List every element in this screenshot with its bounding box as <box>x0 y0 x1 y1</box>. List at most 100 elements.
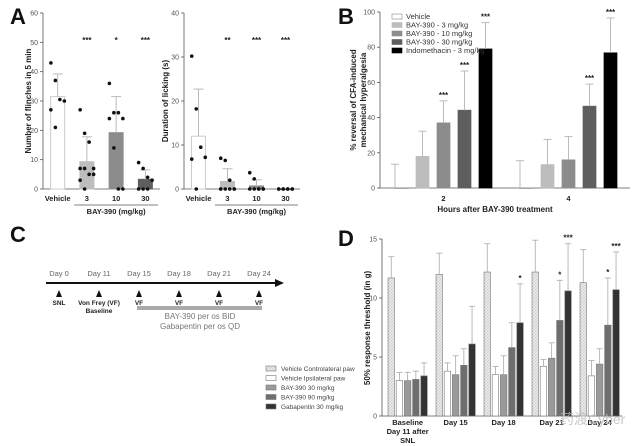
y-tick-label: 100 <box>363 10 375 17</box>
panel-label-b: B <box>338 4 354 29</box>
bar <box>539 366 548 417</box>
triangle-marker-icon <box>256 290 262 297</box>
bar <box>387 277 395 417</box>
y-tick-label: 60 <box>367 80 375 87</box>
timeline-event: Von Frey (VF) Baseline <box>78 300 120 315</box>
y-tick-label: 80 <box>367 45 375 52</box>
y-tick-label: 10 <box>171 143 179 150</box>
data-point <box>261 187 266 191</box>
chart-b-reversal: 0 20 40 60 80 100 % reversal of CFA-inducedmec… <box>349 8 630 214</box>
legend-label: Vehicle Controlateral paw <box>281 366 355 373</box>
y-tick-label: 20 <box>367 150 375 157</box>
y-axis-label: 50% response threshold (in g) <box>363 271 372 386</box>
category-label: 10 <box>112 194 120 203</box>
data-point <box>136 187 141 191</box>
x-axis-label: BAY-390 (mg/kg) <box>227 207 286 216</box>
y-tick-label: 0 <box>371 186 375 193</box>
dosing-period-bar <box>137 306 262 310</box>
significance-marker: ** <box>224 36 231 45</box>
significance-marker: *** <box>439 91 449 100</box>
data-point <box>78 108 82 112</box>
data-point <box>189 54 194 58</box>
bar <box>604 324 612 417</box>
y-tick-label: 30 <box>30 99 38 106</box>
significance-marker: *** <box>611 242 621 251</box>
data-point <box>91 166 96 171</box>
data-point <box>276 187 281 191</box>
bar <box>79 161 95 190</box>
bar <box>500 374 508 417</box>
legend-swatch <box>265 384 277 391</box>
triangle-marker-icon <box>136 290 142 297</box>
dosing-label: BAY-390 per os BID <box>165 312 236 321</box>
y-tick-label: 20 <box>171 99 179 106</box>
bar <box>435 274 443 417</box>
dosing-label: Gabapentin per os QD <box>160 322 240 331</box>
significance-marker: *** <box>281 36 291 45</box>
data-point <box>107 116 112 121</box>
legend-swatch <box>265 375 277 381</box>
bar <box>108 132 124 190</box>
category-label: 3 <box>85 194 89 203</box>
data-point <box>227 178 232 182</box>
bar <box>483 271 491 417</box>
category-label: 10 <box>252 194 260 203</box>
timeline-c: Day 0 SNL Day 11 Von Frey (VF) Baseline Day 1… <box>46 269 284 331</box>
data-point <box>53 125 58 130</box>
legend-label: BAY-390 30 mg/kg <box>281 385 335 392</box>
category-label: Day 18 <box>492 418 516 427</box>
bar <box>596 363 604 417</box>
data-point <box>141 187 145 191</box>
legend-label: Vehicle <box>406 12 430 21</box>
bar <box>395 380 404 417</box>
data-point <box>58 97 62 102</box>
significance-marker: *** <box>563 234 573 243</box>
bar <box>394 187 409 189</box>
y-tick-label: 60 <box>30 11 38 18</box>
bar <box>478 48 493 189</box>
data-point <box>82 131 87 136</box>
bar <box>436 122 451 189</box>
panel-label-c: C <box>10 222 26 247</box>
timeline-day: Day 11 <box>87 269 110 278</box>
y-tick-label: 40 <box>367 115 375 122</box>
legend-label: BAY-390 90 mg/kg <box>281 395 335 402</box>
significance-marker: * <box>606 268 610 277</box>
y-tick-label: 40 <box>171 11 179 18</box>
data-point <box>112 110 116 115</box>
timeline-arrow-icon <box>275 279 284 287</box>
category-label: Day 24 <box>588 418 613 427</box>
legend-swatch <box>391 22 403 28</box>
data-point <box>145 187 150 191</box>
timeline-event: VF <box>135 300 143 307</box>
data-point <box>82 187 87 191</box>
category-label: 30 <box>141 194 149 203</box>
timeline-day: Day 0 <box>49 269 69 278</box>
data-point <box>194 187 199 191</box>
timeline-day: Day 18 <box>167 269 191 278</box>
significance-marker: *** <box>82 36 92 45</box>
bar <box>412 379 420 417</box>
legend-swatch <box>391 30 403 37</box>
bar <box>531 271 539 417</box>
y-tick-label: 0 <box>175 187 179 194</box>
chart-d-threshold: 0 5 10 15 50% response threshold (in g) Basel… <box>265 234 622 445</box>
category-label: 30 <box>281 194 289 203</box>
bar <box>587 375 596 417</box>
legend-swatch <box>265 403 277 410</box>
data-point <box>78 178 82 182</box>
timeline-day: Day 24 <box>247 269 271 278</box>
data-point <box>223 158 228 163</box>
y-axis-label: Number of flinches in 5 min <box>24 48 33 153</box>
data-point <box>121 116 125 121</box>
triangle-marker-icon <box>56 290 62 297</box>
timeline-event: VF <box>255 300 263 307</box>
legend-label: BAY-390 - 30 mg/kg <box>406 38 472 47</box>
data-point <box>91 172 96 177</box>
category-label: Baseline Day 11 after SNL <box>387 418 429 445</box>
legend-swatch <box>391 39 403 45</box>
bar <box>556 320 564 417</box>
data-point <box>141 166 145 171</box>
bar <box>220 181 235 190</box>
